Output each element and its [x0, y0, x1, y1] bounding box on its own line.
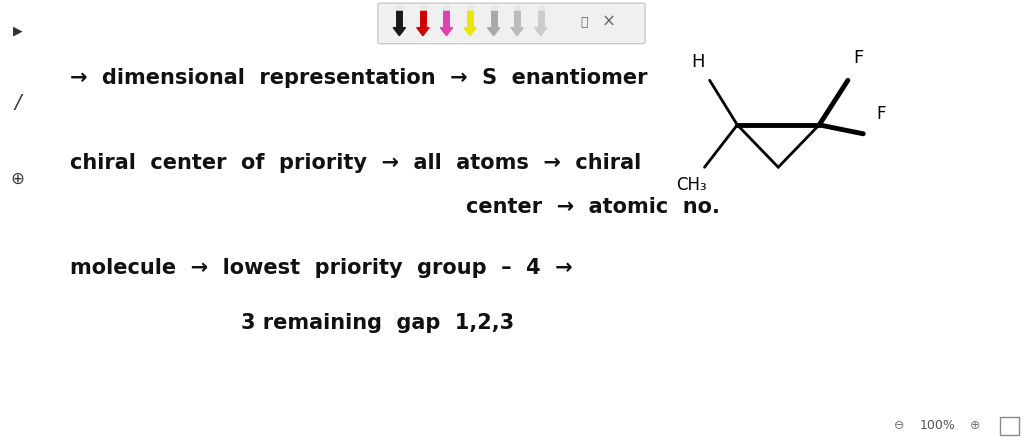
Polygon shape [393, 28, 406, 36]
Text: →  dimensional  representation  →  S  enantiomer: → dimensional representation → S enantio… [70, 68, 647, 88]
Text: F: F [853, 49, 863, 67]
Polygon shape [464, 28, 476, 36]
Text: F: F [877, 105, 886, 123]
Text: CH₃: CH₃ [676, 176, 707, 194]
Polygon shape [487, 28, 500, 36]
Text: /: / [14, 93, 20, 112]
FancyBboxPatch shape [378, 3, 645, 44]
Text: molecule  →  lowest  priority  group  –  4  →: molecule → lowest priority group – 4 → [70, 258, 572, 277]
Text: H: H [691, 54, 706, 71]
Text: ▶: ▶ [12, 25, 23, 38]
Text: 3 remaining  gap  1,2,3: 3 remaining gap 1,2,3 [241, 314, 514, 333]
Text: center  →  atomic  no.: center → atomic no. [466, 198, 720, 217]
Text: ⊖: ⊖ [894, 419, 904, 433]
Text: chiral  center  of  priority  →  all  atoms  →  chiral: chiral center of priority → all atoms → … [70, 153, 641, 173]
Text: ×: × [601, 12, 615, 30]
Polygon shape [440, 28, 453, 36]
Text: 100%: 100% [920, 419, 956, 433]
Text: ⊕: ⊕ [970, 419, 980, 433]
Polygon shape [511, 28, 523, 36]
Text: ⊕: ⊕ [10, 169, 25, 187]
Text: 🔍: 🔍 [580, 16, 588, 29]
Polygon shape [417, 28, 429, 36]
Polygon shape [535, 28, 547, 36]
